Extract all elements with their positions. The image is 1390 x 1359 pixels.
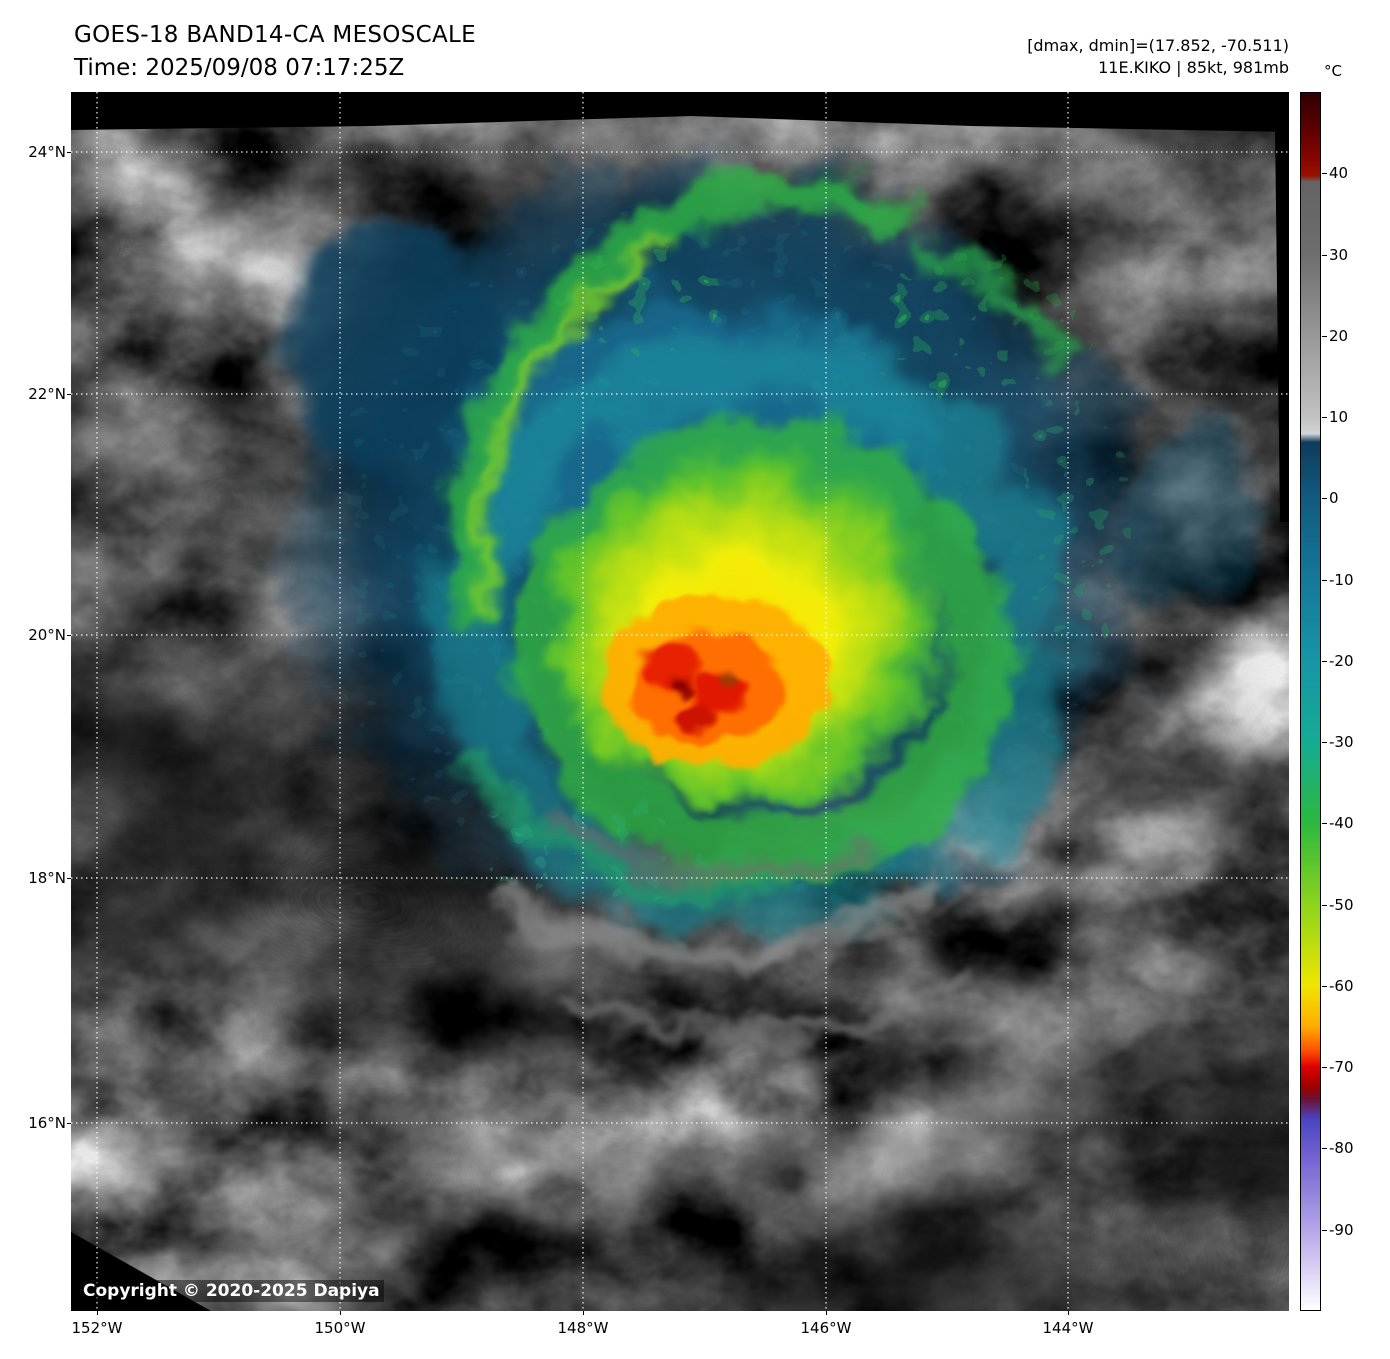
colorbar-tick-label: -70 [1322,1058,1354,1076]
colorbar-tick-label: 0 [1322,489,1339,507]
temperature-colorbar [1300,92,1321,1311]
time-subtitle: Time: 2025/09/08 07:17:25Z [74,55,405,81]
lat-tick-label: 18°N [6,868,71,888]
lon-tick-label: 152°W [52,1311,142,1338]
graticule [71,92,1289,1311]
storm-info-readout: 11E.KIKO | 85kt, 981mb [1098,58,1289,77]
lat-tick-label: 16°N [6,1113,71,1133]
lat-tick-label: 22°N [6,384,71,404]
colorbar-tick-label: -60 [1322,977,1354,995]
colorbar-tick-label: -20 [1322,652,1354,670]
low-cloud-arcs [315,805,1201,1182]
colorbar-tick-label: -80 [1322,1139,1354,1157]
colorbar-tick-label: 10 [1321,408,1349,426]
colorbar-unit-label: °C [1324,62,1342,80]
dmax-dmin-readout: [dmax, dmin]=(17.852, -70.511) [1027,36,1289,55]
no-data-regions [71,92,1289,1311]
map-plot: Copyright © 2020-2025 Dapiya [71,92,1289,1311]
core-hot-towers [601,597,831,767]
lat-tick-label: 24°N [6,142,71,162]
lon-tick-label: 146°W [781,1311,871,1338]
colorbar-tick-label: 20 [1321,327,1349,345]
page-title: GOES-18 BAND14-CA MESOSCALE [74,22,476,48]
lon-tick-label: 144°W [1023,1311,1113,1338]
colorbar-tick-label: 40 [1321,164,1349,182]
copyright-notice: Copyright © 2020-2025 Dapiya [79,1280,384,1302]
colorbar-tick-label: -10 [1322,571,1354,589]
colorbar-tick-label: -50 [1322,896,1354,914]
colorbar-tick-label: -90 [1322,1221,1354,1239]
lat-tick-label: 20°N [6,625,71,645]
colorbar-tick-label: -40 [1322,814,1354,832]
colorbar-tick-label: 30 [1321,246,1349,264]
colorbar-tick-label: -30 [1322,733,1354,751]
satellite-image [71,92,1289,1311]
lon-tick-label: 148°W [538,1311,628,1338]
lon-tick-label: 150°W [295,1311,385,1338]
